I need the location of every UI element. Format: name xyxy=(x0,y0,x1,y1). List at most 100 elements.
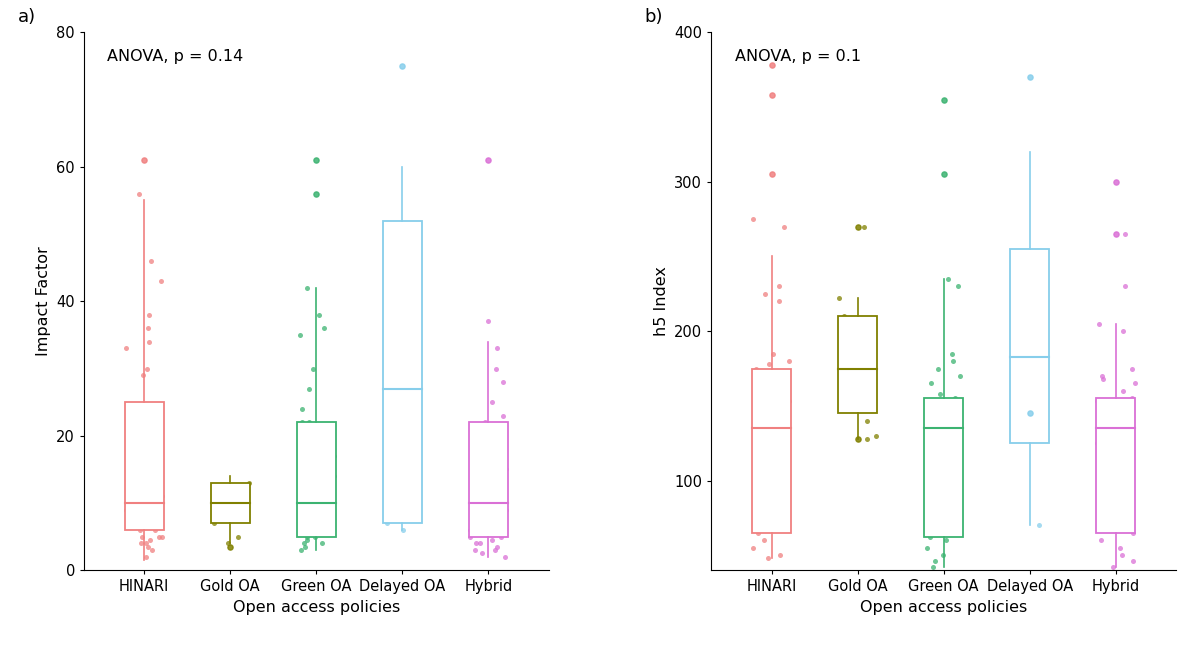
Point xyxy=(755,393,774,404)
Point xyxy=(151,518,170,528)
X-axis label: Open access policies: Open access policies xyxy=(860,600,1027,615)
Point xyxy=(920,532,940,542)
Point xyxy=(479,316,498,327)
Point xyxy=(132,431,151,441)
Point xyxy=(301,505,320,515)
Point xyxy=(854,222,874,232)
Point xyxy=(1124,378,1144,389)
Point xyxy=(840,371,859,381)
Point xyxy=(749,527,768,538)
Point xyxy=(934,169,953,179)
Point xyxy=(210,505,229,515)
Point xyxy=(116,343,136,354)
Point xyxy=(137,364,156,374)
Point xyxy=(929,364,948,374)
X-axis label: Open access policies: Open access policies xyxy=(233,600,400,615)
Point xyxy=(148,505,167,515)
Point xyxy=(1099,426,1118,437)
Point xyxy=(304,364,323,374)
Point xyxy=(151,276,170,286)
Bar xyxy=(924,399,964,537)
Point xyxy=(392,61,412,71)
Point xyxy=(482,535,502,545)
Point xyxy=(758,513,778,523)
Point xyxy=(941,419,960,429)
Point xyxy=(848,222,868,232)
Text: b): b) xyxy=(644,8,664,26)
Point xyxy=(133,478,152,488)
Point xyxy=(937,527,956,538)
Point xyxy=(1111,542,1130,553)
Point xyxy=(931,461,950,471)
Point xyxy=(482,397,502,408)
Point xyxy=(750,404,769,414)
Point xyxy=(1112,550,1132,561)
Point xyxy=(204,518,223,528)
Point xyxy=(227,511,246,522)
Point xyxy=(145,404,164,414)
Point xyxy=(491,531,510,542)
Point xyxy=(214,498,233,508)
Point xyxy=(1122,468,1141,478)
Point xyxy=(769,281,788,292)
Point xyxy=(840,349,859,359)
Point xyxy=(394,525,413,535)
Point xyxy=(293,417,312,428)
Point xyxy=(378,518,397,528)
Point xyxy=(864,359,883,369)
Point xyxy=(472,548,491,559)
Point xyxy=(776,426,796,437)
Point xyxy=(292,545,311,555)
Point xyxy=(1106,229,1126,239)
Bar xyxy=(469,422,508,537)
Point xyxy=(943,356,962,366)
Point xyxy=(470,511,490,522)
Point xyxy=(492,444,511,454)
Point xyxy=(312,538,331,548)
Point xyxy=(1104,562,1123,572)
Point xyxy=(482,491,502,502)
Point xyxy=(758,359,778,369)
Point xyxy=(931,430,950,441)
Point xyxy=(140,535,160,545)
Y-axis label: Impact Factor: Impact Factor xyxy=(36,246,50,356)
Point xyxy=(1121,415,1140,426)
Point xyxy=(294,528,313,538)
Point xyxy=(744,214,763,224)
Point xyxy=(1030,520,1049,531)
Point xyxy=(1108,423,1127,434)
Point xyxy=(150,531,169,542)
Point xyxy=(746,364,766,374)
Point xyxy=(758,553,778,564)
Point xyxy=(216,494,235,505)
Point xyxy=(1100,408,1120,419)
Point xyxy=(943,349,962,359)
Point xyxy=(151,444,170,454)
Point xyxy=(950,413,970,423)
Point xyxy=(763,505,782,516)
Point xyxy=(496,551,515,562)
Point xyxy=(746,523,766,533)
Point xyxy=(121,451,140,461)
Point xyxy=(295,511,314,522)
Point xyxy=(228,531,247,542)
Point xyxy=(1123,556,1142,566)
Point xyxy=(949,404,968,414)
Point xyxy=(137,518,156,528)
Point xyxy=(319,498,338,508)
Point xyxy=(846,364,865,374)
Point xyxy=(1087,438,1106,448)
Point xyxy=(755,535,774,546)
Point xyxy=(293,404,312,414)
Point xyxy=(289,424,308,434)
Point xyxy=(859,366,878,376)
Point xyxy=(149,498,168,508)
Point xyxy=(146,485,166,495)
Point xyxy=(119,511,138,522)
Point xyxy=(1122,364,1141,374)
Point xyxy=(470,538,490,548)
Point xyxy=(942,438,961,448)
Point xyxy=(306,531,325,542)
Point xyxy=(1092,371,1111,381)
Point xyxy=(313,525,332,535)
